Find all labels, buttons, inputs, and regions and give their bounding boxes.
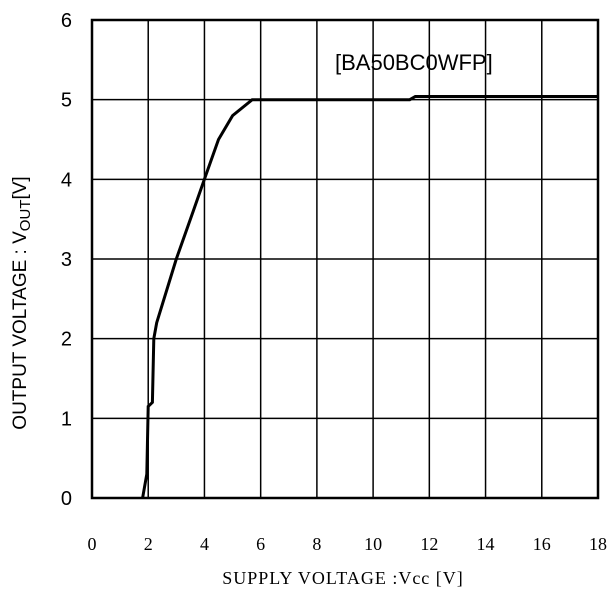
x-tick-label: 6	[256, 534, 265, 554]
x-axis-ticks: 0 2 4 6 8 10 12 14 16 18	[88, 534, 608, 554]
x-tick-label: 0	[88, 534, 97, 554]
y-axis-label: OUTPUT VOLTAGE : VOUT[V]	[10, 176, 34, 429]
y-tick-label: 6	[61, 10, 72, 32]
x-tick-label: 2	[144, 534, 153, 554]
series-layer	[141, 95, 598, 499]
series-line-0	[141, 95, 598, 499]
y-tick-label: 3	[61, 249, 72, 271]
y-axis-ticks: 0 1 2 3 4 5 6	[61, 10, 72, 510]
x-tick-label: 8	[312, 534, 321, 554]
y-tick-label: 5	[61, 90, 72, 112]
y-axis-label-sub: OUT	[17, 200, 34, 232]
y-tick-label: 4	[61, 169, 72, 191]
x-tick-label: 12	[420, 534, 438, 554]
plot-frame	[90, 18, 600, 500]
y-tick-label: 2	[61, 329, 72, 351]
y-axis-label-unit: [V]	[10, 176, 31, 199]
x-axis-label: SUPPLY VOLTAGE :Vcc [V]	[222, 568, 464, 588]
x-tick-label: 14	[477, 534, 495, 554]
grid	[92, 20, 598, 498]
y-tick-label: 0	[61, 488, 72, 510]
x-tick-label: 18	[589, 534, 607, 554]
chart-annotation: [BA50BC0WFP]	[335, 50, 493, 75]
x-tick-label: 4	[200, 534, 209, 554]
y-axis-label-main: OUTPUT VOLTAGE : V	[10, 231, 31, 430]
y-tick-label: 1	[61, 408, 72, 430]
x-tick-label: 10	[364, 534, 382, 554]
x-tick-label: 16	[533, 534, 551, 554]
